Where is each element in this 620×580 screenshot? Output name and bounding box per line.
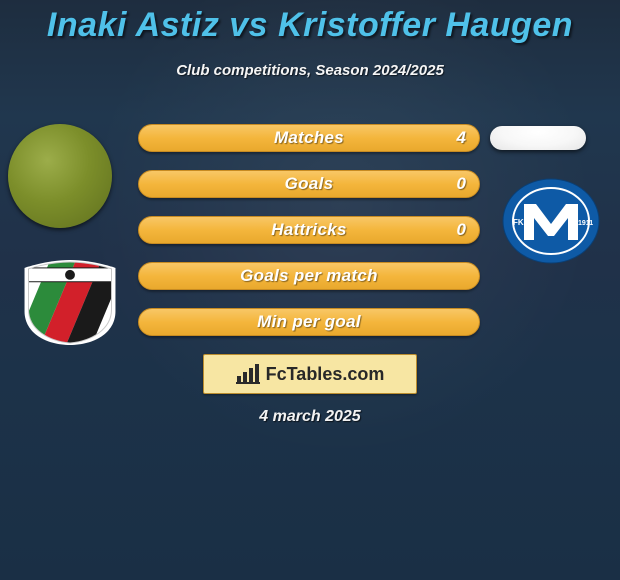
svg-text:1911: 1911 <box>578 220 593 227</box>
subtitle: Club competitions, Season 2024/2025 <box>0 62 620 79</box>
left-club-badge-icon <box>20 260 120 345</box>
stat-row: Hattricks 0 <box>138 216 480 244</box>
stat-label: Goals <box>138 170 480 198</box>
right-club-badge-icon: FK 1911 <box>502 178 600 264</box>
right-player-pill <box>490 126 586 150</box>
stat-value-right: 0 <box>457 170 466 198</box>
stat-label: Goals per match <box>138 262 480 290</box>
stat-value-right: 0 <box>457 216 466 244</box>
stat-label: Min per goal <box>138 308 480 336</box>
date-text: 4 march 2025 <box>0 408 620 426</box>
left-player-avatar <box>8 124 112 228</box>
comparison-infographic: Inaki Astiz vs Kristoffer Haugen Club co… <box>0 0 620 580</box>
brand-logo-box: FcTables.com <box>203 354 417 394</box>
stat-value-right: 4 <box>457 124 466 152</box>
stat-row: Goals 0 <box>138 170 480 198</box>
brand-text: FcTables.com <box>266 364 385 385</box>
stat-row: Matches 4 <box>138 124 480 152</box>
stat-label: Hattricks <box>138 216 480 244</box>
page-title: Inaki Astiz vs Kristoffer Haugen <box>0 6 620 45</box>
stat-bars: Matches 4 Goals 0 Hattricks 0 Goals per … <box>138 124 480 354</box>
stat-row: Min per goal <box>138 308 480 336</box>
stat-label: Matches <box>138 124 480 152</box>
svg-text:FK: FK <box>513 218 524 227</box>
bar-chart-icon <box>236 364 260 384</box>
stat-row: Goals per match <box>138 262 480 290</box>
